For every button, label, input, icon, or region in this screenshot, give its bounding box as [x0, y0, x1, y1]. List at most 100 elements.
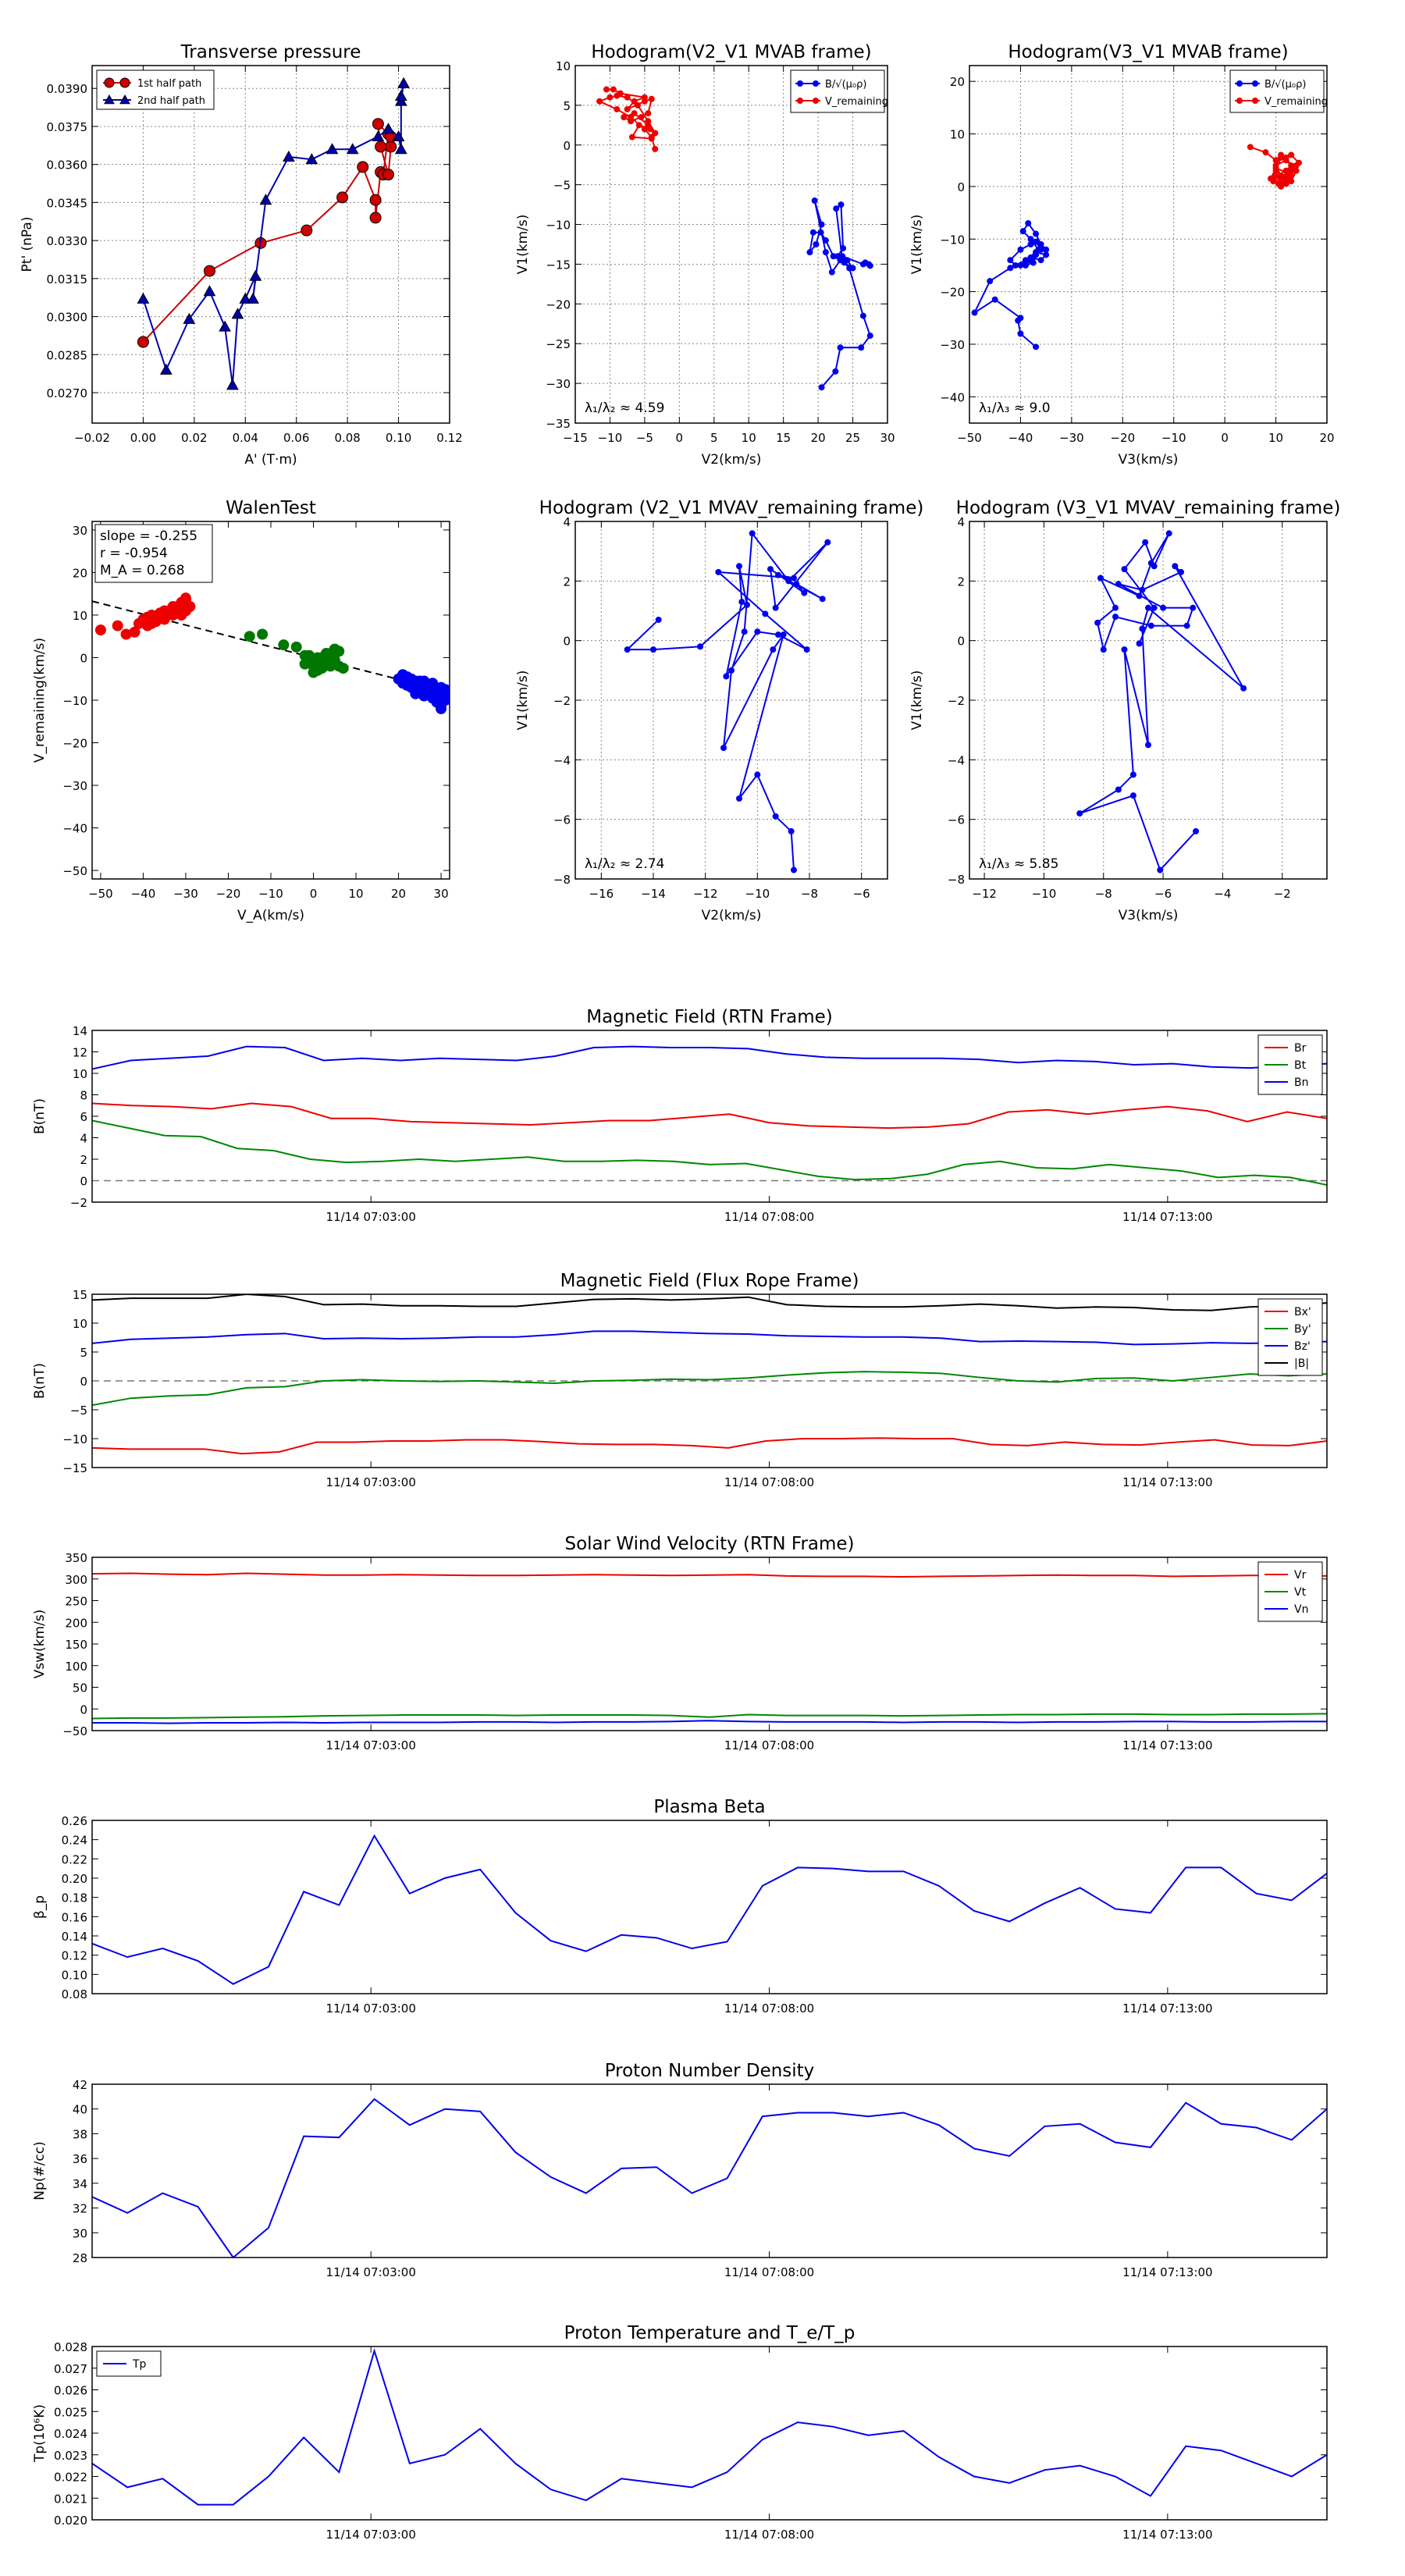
- data-point: [1007, 265, 1014, 272]
- axes-frame: [91, 1820, 1328, 1994]
- chart-title: WalenTest: [226, 498, 316, 518]
- y-tick-label: −8: [553, 873, 571, 887]
- x-tick-label: 0.10: [386, 431, 411, 445]
- chart-tp2: 0.020 0.021 0.022 0.023 0.024 0.025 0.026 0.027…: [32, 2323, 1328, 2542]
- data-point: [833, 205, 840, 212]
- data-point: [1151, 604, 1158, 611]
- y-tick-label: 100: [65, 1660, 87, 1674]
- x-tick-label: 11/14 07:08:00: [724, 1210, 814, 1224]
- data-point: [219, 320, 231, 332]
- data-point: [723, 673, 730, 680]
- x-tick-label: −10: [258, 887, 283, 901]
- data-point: [304, 649, 315, 661]
- chart-title: Proton Number Density: [605, 2061, 815, 2081]
- data-point: [749, 530, 756, 537]
- data-point: [372, 118, 384, 130]
- data-point: [1193, 827, 1200, 834]
- data-point: [1247, 144, 1254, 151]
- data-point: [320, 649, 332, 661]
- y-tick-label: 0.0270: [47, 386, 88, 400]
- axes-frame: [91, 2346, 1328, 2521]
- data-point: [866, 333, 873, 340]
- x-tick-label: 11/14 07:08:00: [724, 2265, 814, 2279]
- data-point: [648, 95, 655, 102]
- y-tick-label: 5: [80, 1346, 87, 1360]
- chart-title: Proton Temperature and T_e/T_p: [564, 2323, 855, 2343]
- y-tick-label: −4: [948, 753, 965, 767]
- x-tick-label: 11/14 07:13:00: [1122, 1475, 1212, 1489]
- data-point: [1139, 625, 1146, 632]
- y-tick-label: −8: [948, 873, 965, 887]
- series-Bx': [92, 1437, 1327, 1455]
- data-point: [1139, 586, 1146, 593]
- data-point: [818, 384, 825, 391]
- series-V_remaining: [596, 86, 659, 152]
- x-tick-label: 20: [1319, 431, 1334, 445]
- axes-frame: [91, 2083, 1328, 2258]
- data-point: [1262, 149, 1269, 156]
- y-tick-label: 150: [65, 1638, 87, 1652]
- data-point: [259, 194, 272, 205]
- y-tick-label: 0: [563, 635, 571, 649]
- legend-marker: [1236, 80, 1243, 87]
- data-point: [1022, 262, 1029, 269]
- series-Tp: [92, 2348, 1327, 2506]
- data-point: [596, 98, 603, 105]
- data-point: [392, 130, 405, 142]
- x-tick-label: −30: [173, 887, 198, 901]
- y-axis-label: Vsw(km/s): [32, 1610, 48, 1679]
- series-B/√(μ₀ρ): [971, 220, 1050, 350]
- ratio-annotation: λ₁/λ₃ ≈ 9.0: [979, 400, 1051, 416]
- y-tick-label: 10: [950, 128, 965, 142]
- data-point: [397, 669, 409, 681]
- data-point: [137, 292, 150, 304]
- y-tick-label: −2: [553, 694, 571, 708]
- data-point: [828, 269, 835, 276]
- chart-walen: −50 −40 −30 −20 −10 0 10 20 30 −50 −40 −30 −20 −10 0 10…: [32, 498, 450, 923]
- y-tick-label: 350: [65, 1551, 87, 1565]
- chart-h21r: −8 −6 −4 −2 0 2 4 −16 −14 −12 −10 −8 −6 Hodogram (V2_…: [515, 498, 923, 923]
- data-point: [806, 249, 813, 256]
- data-point: [635, 122, 642, 129]
- data-point: [397, 76, 410, 88]
- series-Br: [92, 1102, 1327, 1130]
- data-point: [369, 212, 382, 224]
- y-tick-label: 10: [556, 59, 571, 73]
- data-point: [1288, 173, 1295, 180]
- legend-label: B/√(μ₀ρ): [1264, 79, 1306, 91]
- data-point: [648, 133, 655, 141]
- y-tick-label: 20: [950, 75, 965, 89]
- data-point: [1033, 343, 1040, 350]
- x-axis-label: V2(km/s): [702, 452, 762, 468]
- y-tick-label: −15: [546, 258, 571, 272]
- data-point: [1025, 220, 1032, 227]
- x-tick-label: −10: [745, 887, 770, 901]
- series-trace: [1076, 530, 1247, 873]
- data-point: [650, 646, 656, 653]
- chart-title: Hodogram(V2_V1 MVAB frame): [591, 42, 871, 62]
- x-tick-label: 20: [811, 431, 826, 445]
- y-tick-label: 0.22: [62, 1852, 87, 1866]
- data-point: [257, 628, 269, 640]
- plot-area: [92, 2348, 1327, 2506]
- legend-label: Bn: [1294, 1076, 1308, 1089]
- x-tick-label: 11/14 07:13:00: [1122, 1738, 1212, 1752]
- y-tick-label: −30: [62, 779, 87, 793]
- plot-area: [92, 1294, 1327, 1455]
- data-point: [183, 312, 196, 324]
- data-point: [822, 237, 829, 244]
- data-point: [1278, 183, 1285, 190]
- data-point: [1100, 646, 1107, 653]
- data-point: [1278, 173, 1285, 180]
- legend-label: Bz': [1294, 1340, 1311, 1353]
- chart-beta: 0.08 0.10 0.12 0.14 0.16 0.18 0.20 0.22 0.24 0.26…: [32, 1797, 1328, 2016]
- data-point: [780, 632, 787, 639]
- data-point: [772, 813, 779, 820]
- legend-box: [96, 69, 215, 110]
- data-point: [736, 795, 742, 802]
- y-tick-label: 0.027: [54, 2362, 87, 2376]
- plot-area: [596, 86, 873, 391]
- legend-label: V_remaining: [1264, 96, 1328, 108]
- chart-h31: −40 −30 −20 −10 0 10 20 −50 −40 −30 −20 −10 0 10 20 Hod…: [909, 42, 1335, 468]
- x-tick-label: 11/14 07:03:00: [326, 2001, 416, 2016]
